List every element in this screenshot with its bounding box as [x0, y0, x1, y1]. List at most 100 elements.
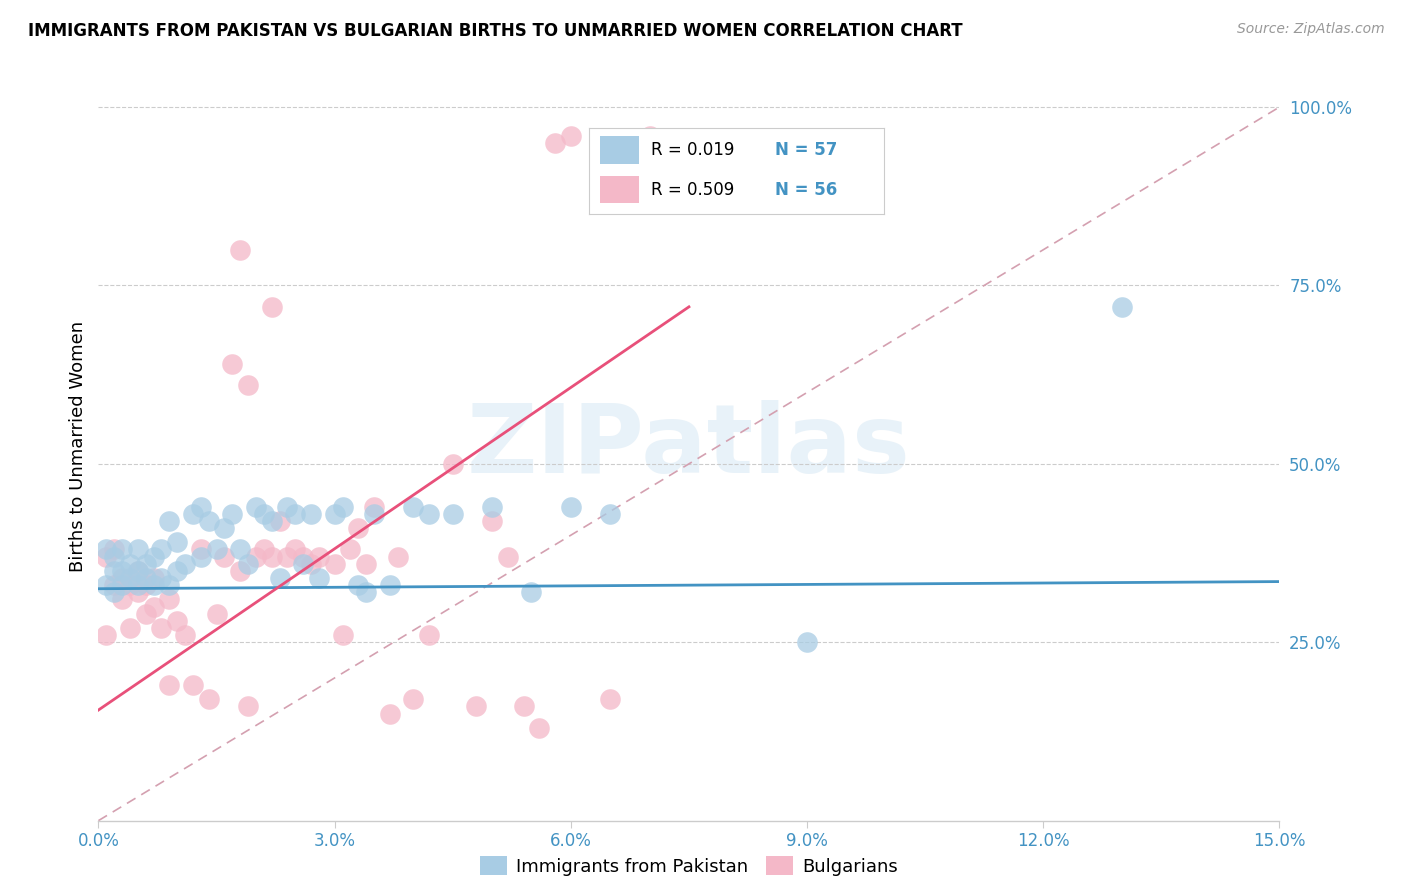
Point [166, 535, 188, 549]
Point [481, 514, 503, 528]
Point [142, 549, 165, 564]
Point [308, 549, 330, 564]
Y-axis label: Births to Unmarried Women: Births to Unmarried Women [69, 320, 87, 572]
Point [260, 300, 283, 314]
Point [260, 549, 283, 564]
Point [190, 542, 212, 557]
Point [323, 507, 346, 521]
Point [118, 621, 141, 635]
Point [96, 542, 118, 557]
Point [127, 542, 149, 557]
Point [118, 578, 141, 592]
Point [111, 564, 134, 578]
Point [174, 557, 197, 571]
Legend: Immigrants from Pakistan, Bulgarians: Immigrants from Pakistan, Bulgarians [472, 849, 905, 883]
Point [142, 599, 165, 614]
Point [103, 578, 125, 592]
Point [269, 571, 291, 585]
Point [174, 628, 197, 642]
Point [197, 514, 219, 528]
Point [402, 500, 425, 514]
Point [111, 578, 134, 592]
Point [560, 128, 582, 143]
Point [796, 635, 818, 649]
Point [378, 578, 401, 592]
Point [481, 500, 503, 514]
Point [166, 564, 188, 578]
Point [402, 692, 425, 706]
Point [127, 564, 149, 578]
Point [441, 507, 464, 521]
Point [96, 578, 118, 592]
Point [103, 549, 125, 564]
Point [229, 564, 252, 578]
Point [229, 542, 252, 557]
Point [236, 378, 259, 392]
Point [1111, 300, 1133, 314]
Point [205, 542, 228, 557]
Point [599, 507, 621, 521]
Point [135, 571, 157, 585]
Point [253, 507, 276, 521]
Point [127, 578, 149, 592]
Point [142, 571, 165, 585]
Point [599, 692, 621, 706]
Point [142, 578, 165, 592]
Bar [600, 136, 638, 164]
Point [354, 557, 377, 571]
Point [332, 628, 354, 642]
Point [520, 585, 543, 599]
Point [354, 585, 377, 599]
Point [157, 578, 180, 592]
Point [150, 621, 173, 635]
Point [229, 243, 252, 257]
Point [269, 514, 291, 528]
Point [308, 571, 330, 585]
Point [560, 500, 582, 514]
Point [236, 699, 259, 714]
Point [135, 557, 157, 571]
Bar [600, 176, 638, 203]
Point [111, 592, 134, 607]
Point [245, 549, 267, 564]
Point [441, 457, 464, 471]
Point [323, 557, 346, 571]
Point [103, 542, 125, 557]
Point [214, 549, 236, 564]
Point [292, 549, 315, 564]
Text: R = 0.019: R = 0.019 [651, 141, 734, 159]
Point [197, 692, 219, 706]
Point [378, 706, 401, 721]
Point [205, 607, 228, 621]
Point [190, 549, 212, 564]
Text: IMMIGRANTS FROM PAKISTAN VS BULGARIAN BIRTHS TO UNMARRIED WOMEN CORRELATION CHAR: IMMIGRANTS FROM PAKISTAN VS BULGARIAN BI… [28, 22, 963, 40]
Point [529, 721, 551, 735]
Point [276, 500, 298, 514]
Point [96, 549, 118, 564]
Text: N = 57: N = 57 [775, 141, 837, 159]
Point [292, 557, 315, 571]
Text: ZIPatlas: ZIPatlas [467, 400, 911, 492]
Point [299, 507, 322, 521]
Point [347, 521, 370, 535]
Point [214, 521, 236, 535]
Point [118, 571, 141, 585]
Point [221, 357, 243, 371]
Point [339, 542, 361, 557]
Point [157, 514, 180, 528]
Text: R = 0.509: R = 0.509 [651, 180, 734, 199]
Point [387, 549, 409, 564]
Point [245, 500, 267, 514]
Point [221, 507, 243, 521]
Text: N = 56: N = 56 [775, 180, 837, 199]
Point [363, 500, 385, 514]
Point [166, 614, 188, 628]
Point [363, 507, 385, 521]
Point [418, 628, 440, 642]
Point [157, 592, 180, 607]
Point [253, 542, 276, 557]
Point [96, 628, 118, 642]
Point [236, 557, 259, 571]
Point [260, 514, 283, 528]
Point [190, 500, 212, 514]
